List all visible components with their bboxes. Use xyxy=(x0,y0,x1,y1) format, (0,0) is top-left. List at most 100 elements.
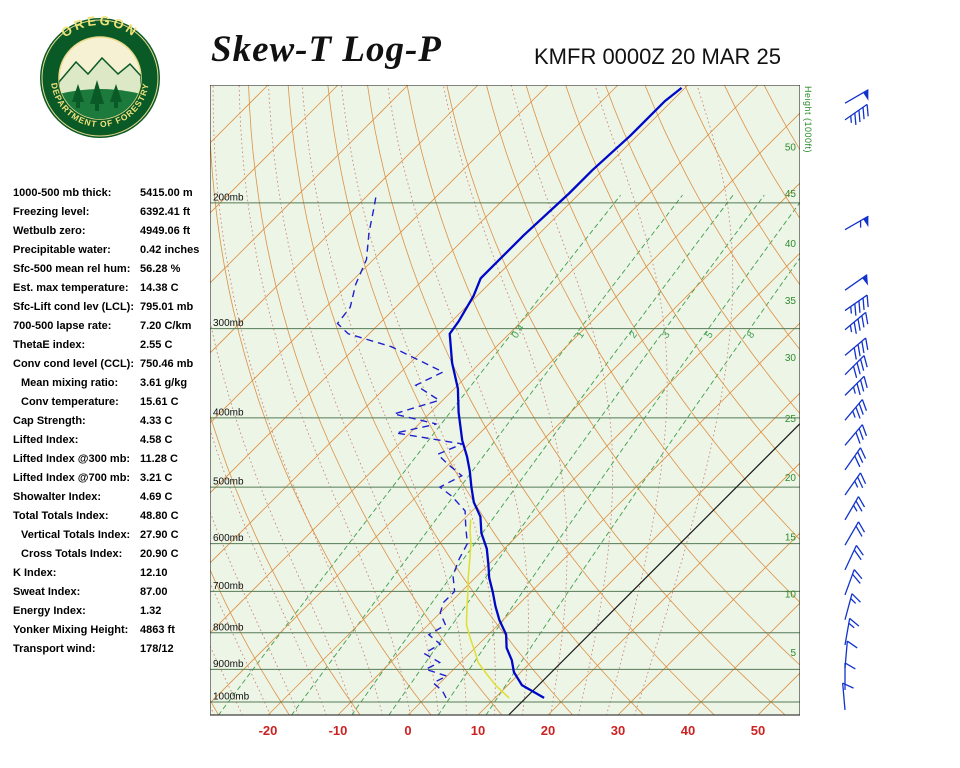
index-row: K Index: 12.10 xyxy=(13,564,223,583)
temperature-trace xyxy=(448,86,683,699)
index-value: 6392.41 ft xyxy=(140,206,191,218)
temp-tick-label: -20 xyxy=(259,723,278,738)
odf-logo: OREGON DEPARTMENT OF FORESTRY xyxy=(38,13,162,145)
index-label: Precipitable water: xyxy=(13,244,111,256)
page-title: Skew-T Log-P xyxy=(211,29,442,70)
dewpoint-trace xyxy=(336,193,469,699)
index-value: 7.20 C/km xyxy=(140,320,192,332)
index-row: Conv temperature: 15.61 C xyxy=(13,393,223,412)
index-label: Total Totals Index: xyxy=(13,510,109,522)
chart-background xyxy=(210,85,800,715)
index-row: Est. max temperature: 14.38 C xyxy=(13,279,223,298)
wind-barb xyxy=(844,89,869,104)
wind-barb xyxy=(844,424,868,446)
index-label: Lifted Index @300 mb: xyxy=(13,453,131,465)
index-row: Precipitable water: 0.42 inches xyxy=(13,241,223,260)
index-value: 4863 ft xyxy=(140,624,175,636)
wind-barb xyxy=(844,447,867,471)
index-label: Energy Index: xyxy=(13,605,86,617)
index-value: 5415.00 m xyxy=(140,187,193,199)
height-tick-label: 35 xyxy=(785,296,797,307)
mixing-ratio-label: 8 xyxy=(745,329,757,340)
height-labels: 50 45 40 35 30 25 20 15 10 5 xyxy=(785,143,797,660)
height-tick-label: 20 xyxy=(785,473,797,484)
index-value: 15.61 C xyxy=(140,396,179,408)
index-label: Lifted Index @700 mb: xyxy=(13,472,131,484)
index-value: 178/12 xyxy=(140,643,174,655)
mixing-ratio-label: 5 xyxy=(704,329,716,340)
index-label: ThetaE index: xyxy=(13,339,86,351)
wind-barb xyxy=(844,593,861,620)
index-label: Showalter Index: xyxy=(13,491,102,503)
index-value: 4949.06 ft xyxy=(140,225,191,237)
index-label: Wetbulb zero: xyxy=(13,225,86,237)
index-value: 87.00 xyxy=(140,586,168,598)
wind-barb xyxy=(844,311,869,334)
pressure-label: 500mb xyxy=(213,477,244,488)
temp-tick-label: 50 xyxy=(751,723,765,738)
pressure-label: 200mb xyxy=(213,192,244,203)
wind-barb xyxy=(844,215,869,231)
wind-barb xyxy=(844,103,869,125)
temp-tick-label: 20 xyxy=(541,723,555,738)
pressure-label: 900mb xyxy=(213,659,244,670)
index-label: Sweat Index: xyxy=(13,586,81,598)
index-row: Wetbulb zero: 4949.06 ft xyxy=(13,222,223,241)
temp-tick-label: 30 xyxy=(611,723,625,738)
wind-barb xyxy=(844,399,868,421)
pressure-label: 1000mb xyxy=(213,692,250,703)
temp-tick-label: -10 xyxy=(329,723,348,738)
mixing-ratio-lines xyxy=(217,194,800,715)
wind-barb xyxy=(844,294,869,316)
odf-logo-seal: OREGON DEPARTMENT OF FORESTRY xyxy=(40,13,160,138)
wind-barb xyxy=(844,274,869,291)
temp-tick-label: 40 xyxy=(681,723,695,738)
height-tick-label: 40 xyxy=(785,239,797,250)
index-value: 56.28 % xyxy=(140,263,181,275)
index-label: Conv temperature: xyxy=(21,396,119,408)
index-row: Sfc-500 mean rel hum: 56.28 % xyxy=(13,260,223,279)
height-tick-label: 10 xyxy=(785,590,797,601)
index-row: Sfc-Lift cond lev (LCL): 795.01 mb xyxy=(13,298,223,317)
logo-scene xyxy=(59,56,141,119)
index-value: 2.55 C xyxy=(140,339,173,351)
height-tick-label: 5 xyxy=(790,648,796,659)
index-value: 1.32 xyxy=(140,605,162,617)
wind-barb xyxy=(844,337,869,360)
index-label: Est. max temperature: xyxy=(13,282,129,294)
index-label: 700-500 lapse rate: xyxy=(13,320,112,332)
index-row: ThetaE index: 2.55 C xyxy=(13,336,223,355)
index-row: Transport wind: 178/12 xyxy=(13,640,223,659)
pressure-labels: 200mb 300mb 400mb 500mb 600mb 700mb 800mb 900mb… xyxy=(213,192,250,702)
wind-barb xyxy=(844,375,868,396)
reference-line xyxy=(508,422,800,715)
wind-barb xyxy=(844,355,868,378)
wind-barb xyxy=(844,569,863,596)
pressure-label: 700mb xyxy=(213,581,244,592)
index-label: Freezing level: xyxy=(13,206,90,218)
index-value: 795.01 mb xyxy=(140,301,194,313)
wind-barb xyxy=(844,496,866,521)
height-tick-label: 30 xyxy=(785,353,797,364)
index-label: Transport wind: xyxy=(13,643,96,655)
index-row: Cap Strength: 4.33 C xyxy=(13,412,223,431)
wind-barb xyxy=(844,617,860,646)
isotherms xyxy=(210,85,800,715)
index-value: 4.58 C xyxy=(140,434,173,446)
wetbulb-trace xyxy=(465,519,510,699)
station-id: KMFR 0000Z 20 MAR 25 xyxy=(534,44,781,69)
skewt-plot: 200mb 300mb 400mb 500mb 600mb 700mb 800mb 900mb… xyxy=(210,85,800,738)
index-row: Lifted Index @700 mb: 3.21 C xyxy=(13,469,223,488)
index-label: Lifted Index: xyxy=(13,434,79,446)
index-label: Vertical Totals Index: xyxy=(21,529,131,541)
height-axis-title: Height (1000ft) xyxy=(803,86,813,154)
index-row: Energy Index: 1.32 xyxy=(13,602,223,621)
pressure-label: 800mb xyxy=(213,622,244,633)
index-row: Showalter Index: 4.69 C xyxy=(13,488,223,507)
wind-barb xyxy=(844,472,867,496)
wind-barb xyxy=(844,640,858,669)
index-value: 3.21 C xyxy=(140,472,173,484)
height-tick-label: 25 xyxy=(785,414,797,425)
temp-tick-label: 0 xyxy=(404,723,411,738)
indices-panel: 1000-500 mb thick: 5415.00 m Freezing leve… xyxy=(13,184,223,659)
